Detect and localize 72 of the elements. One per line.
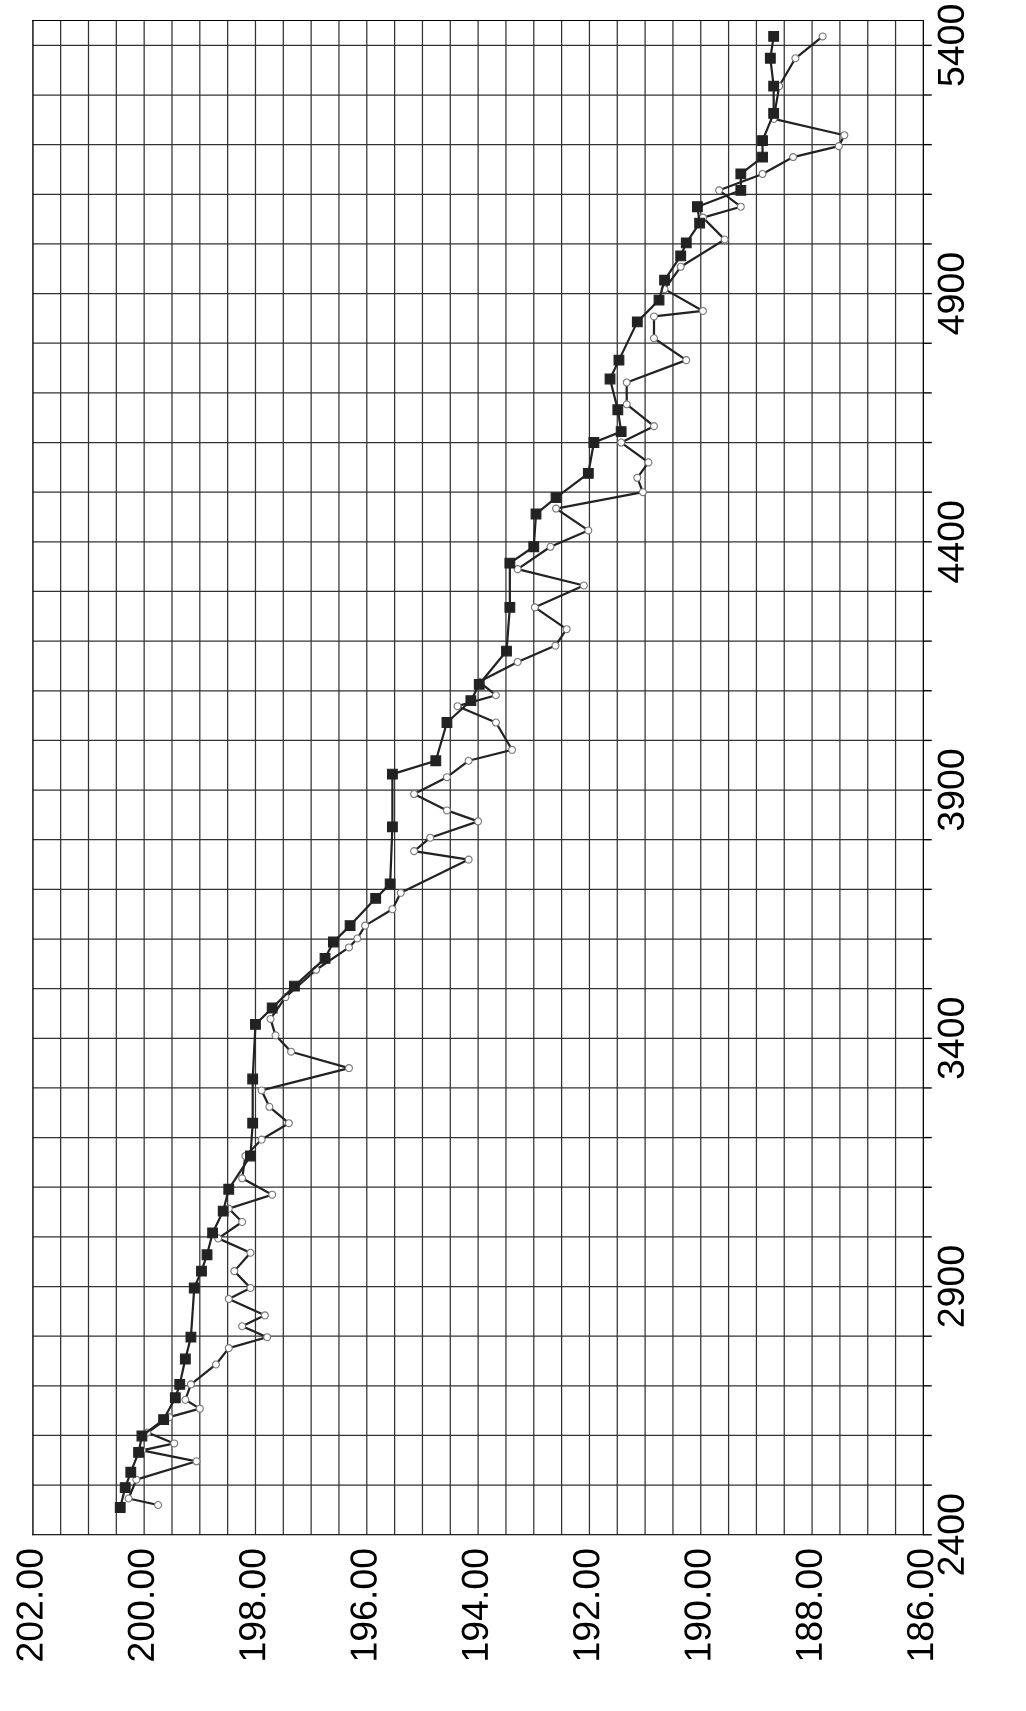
x-tick-label: 196.00 bbox=[350, 1549, 377, 1660]
point bbox=[588, 437, 600, 448]
point bbox=[158, 1414, 170, 1425]
x-tick-label: 186.00 bbox=[906, 1549, 934, 1660]
point bbox=[430, 755, 442, 767]
point bbox=[550, 492, 562, 504]
point bbox=[528, 541, 540, 553]
x-tick-label: 200.00 bbox=[127, 1549, 155, 1661]
point bbox=[473, 678, 485, 690]
point bbox=[370, 892, 382, 904]
point bbox=[289, 980, 300, 992]
y-tick-label: 2400 bbox=[937, 1494, 965, 1575]
y-tick-label: 3900 bbox=[937, 749, 965, 831]
point bbox=[764, 52, 776, 64]
point bbox=[327, 936, 339, 948]
point bbox=[615, 426, 627, 438]
point bbox=[612, 404, 624, 416]
point bbox=[179, 1353, 191, 1365]
x-tick-label: 192.00 bbox=[572, 1549, 600, 1660]
point bbox=[188, 1282, 200, 1294]
point bbox=[245, 1150, 256, 1162]
point bbox=[768, 107, 780, 119]
x-tick-label: 198.00 bbox=[238, 1549, 266, 1660]
y-tick-label: 4400 bbox=[937, 501, 965, 583]
point bbox=[119, 1482, 131, 1494]
point bbox=[247, 1117, 259, 1129]
x-tick-label: 194.00 bbox=[461, 1549, 489, 1660]
point bbox=[223, 1183, 235, 1195]
point bbox=[125, 1466, 137, 1478]
point bbox=[201, 1249, 213, 1261]
point bbox=[174, 1378, 186, 1390]
y-tick-label: 4900 bbox=[937, 253, 965, 335]
point bbox=[613, 354, 625, 366]
point bbox=[207, 1227, 219, 1239]
point bbox=[504, 601, 516, 613]
x-tick-label: 202.00 bbox=[16, 1549, 43, 1661]
point bbox=[735, 184, 747, 196]
point bbox=[386, 821, 398, 833]
point bbox=[735, 168, 747, 180]
point bbox=[266, 1002, 278, 1014]
point bbox=[694, 217, 706, 229]
y-tick-label: 3400 bbox=[937, 998, 965, 1079]
point bbox=[247, 1073, 259, 1085]
point bbox=[582, 467, 594, 479]
point bbox=[659, 274, 670, 286]
point bbox=[680, 237, 692, 249]
point bbox=[114, 1502, 126, 1513]
point bbox=[441, 717, 453, 728]
point bbox=[319, 952, 331, 964]
point bbox=[133, 1446, 145, 1458]
y-tick-label: 2900 bbox=[937, 1246, 965, 1327]
point bbox=[196, 1265, 207, 1277]
point bbox=[465, 695, 477, 707]
x-tick-label: 190.00 bbox=[684, 1549, 711, 1660]
point bbox=[757, 135, 768, 147]
x-tick-label: 188.00 bbox=[795, 1549, 823, 1660]
point bbox=[344, 920, 356, 932]
point bbox=[384, 878, 396, 890]
point bbox=[631, 316, 643, 328]
point bbox=[217, 1205, 229, 1217]
point bbox=[386, 768, 398, 780]
point bbox=[675, 250, 687, 262]
point bbox=[768, 80, 780, 92]
point bbox=[250, 1018, 261, 1030]
point bbox=[169, 1392, 181, 1404]
point bbox=[768, 31, 780, 42]
point bbox=[185, 1331, 197, 1343]
point bbox=[692, 201, 703, 213]
point bbox=[757, 151, 768, 163]
point bbox=[501, 645, 512, 657]
point bbox=[504, 557, 516, 569]
y-tick-label: 5400 bbox=[937, 5, 965, 86]
